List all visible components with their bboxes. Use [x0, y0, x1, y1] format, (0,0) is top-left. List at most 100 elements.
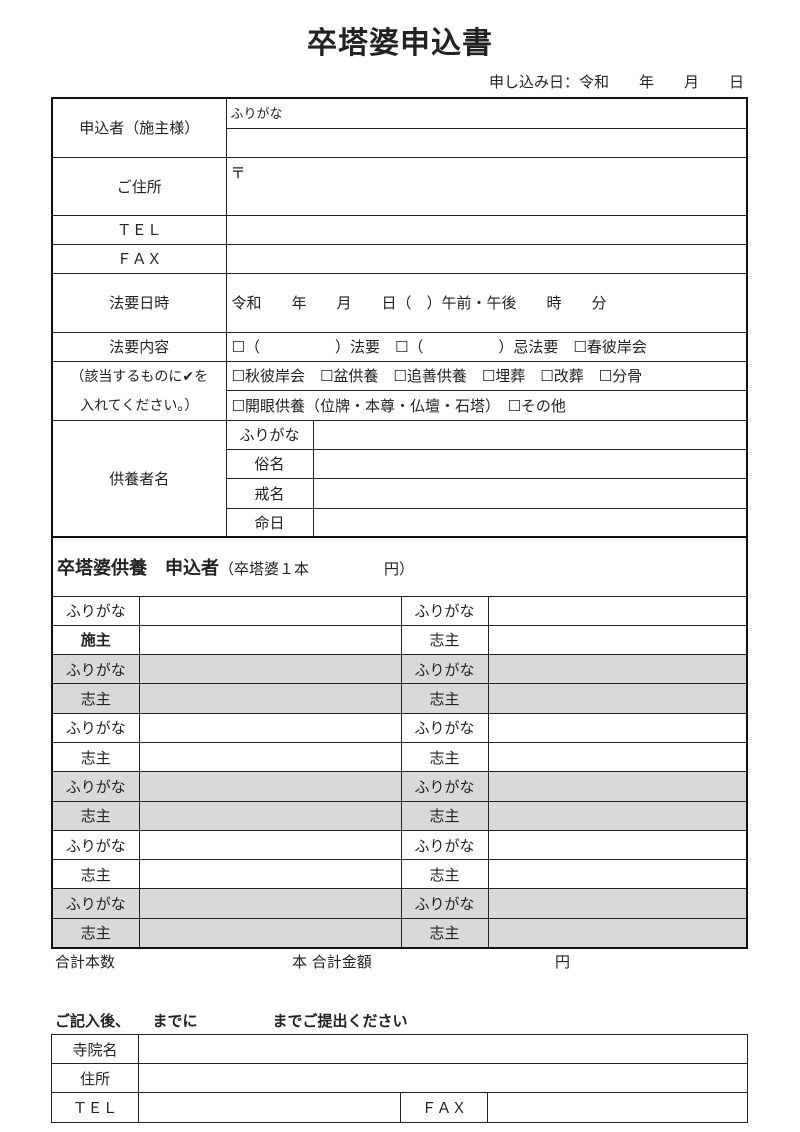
sotoba-left-label: ふりがな [51, 771, 140, 802]
applicant-name-field[interactable] [225, 127, 748, 158]
temple-fax-label: ＦＡＸ [400, 1092, 488, 1123]
sotoba-left-field[interactable] [138, 800, 402, 831]
sotoba-left-field[interactable] [138, 624, 402, 656]
sotoba-left-label: ふりがな [51, 829, 140, 861]
service-datetime-field[interactable]: 令和 年 月 日（ ）午前・午後 時 分 [225, 272, 748, 333]
temple-table: 寺院名 住所 ＴＥＬ ＦＡＸ [51, 1034, 748, 1123]
sotoba-right-label: ふりがな [400, 829, 489, 861]
sotoba-left-field[interactable] [138, 741, 402, 773]
address-field[interactable]: 〒 [225, 156, 748, 216]
sotoba-right-label: ふりがな [400, 771, 489, 802]
service-content-label: 法要内容 [51, 331, 227, 362]
service-content-note: （該当するものに✔を [51, 361, 227, 390]
secular-name-label: 俗名 [225, 448, 314, 479]
sotoba-price: （卒塔婆１本 円） [219, 559, 415, 578]
sotoba-left-label: 志主 [51, 741, 140, 773]
sotoba-row: 志主 志主 [51, 683, 748, 714]
sotoba-row: ふりがな ふりがな [51, 829, 748, 861]
sotoba-left-label: ふりがな [51, 888, 140, 919]
sotoba-right-field[interactable] [487, 888, 748, 919]
sotoba-table: 卒塔婆供養 申込者（卒塔婆１本 円） ふりがな ふりがな 施主 志主 ふりがな ふりがな志… [51, 536, 748, 949]
sotoba-right-label: 志主 [400, 741, 489, 773]
sotoba-row: ふりがな ふりがな [51, 771, 748, 802]
sotoba-left-label: 施主 [51, 624, 140, 656]
temple-tel-field[interactable] [138, 1092, 401, 1123]
sotoba-row: ふりがな ふりがな [51, 888, 748, 919]
sotoba-header: 卒塔婆供養 申込者（卒塔婆１本 円） [51, 536, 748, 597]
sotoba-row: 施主 志主 [51, 624, 748, 656]
deceased-furigana-label: ふりがな [225, 419, 314, 450]
sotoba-right-label: ふりがな [400, 888, 489, 919]
applicant-table: 申込者（施主様） ふりがな ご住所〒 ＴＥＬ ＦＡＸ 法要日時 令和 年 月 日（ … [51, 97, 748, 538]
sotoba-left-field[interactable] [138, 888, 402, 919]
page-title: 卒塔婆申込書 [307, 26, 493, 61]
service-option-row[interactable]: ☐秋彼岸会 ☐盆供養 ☐追善供養 ☐埋葬 ☐改葬 ☐分骨 [225, 360, 748, 391]
total-amount-label: 本 合計金額 [292, 953, 372, 971]
fax-field[interactable] [225, 243, 748, 274]
service-datetime-label: 法要日時 [51, 272, 227, 333]
sotoba-row: 志主 志主 [51, 917, 748, 949]
sotoba-right-label: 志主 [400, 800, 489, 831]
sotoba-right-field[interactable] [487, 771, 748, 802]
sotoba-right-label: 志主 [400, 624, 489, 656]
sotoba-right-field[interactable] [487, 917, 748, 949]
sotoba-left-field[interactable] [138, 683, 402, 714]
sotoba-right-field[interactable] [487, 859, 748, 890]
sotoba-right-label: ふりがな [400, 654, 489, 685]
sotoba-right-field[interactable] [487, 829, 748, 861]
sotoba-left-label: 志主 [51, 859, 140, 890]
sotoba-right-field[interactable] [487, 712, 748, 743]
fax-label: ＦＡＸ [51, 243, 227, 274]
temple-name-field[interactable] [138, 1034, 748, 1064]
tel-field[interactable] [225, 214, 748, 245]
sotoba-right-field[interactable] [487, 683, 748, 714]
deadline-note: ご記入後、 までに までご提出ください [55, 1012, 408, 1030]
sotoba-left-label: ふりがな [51, 654, 140, 685]
sotoba-left-field[interactable] [138, 829, 402, 861]
sotoba-right-label: ふりがな [400, 595, 489, 626]
posthumous-name-label: 戒名 [225, 477, 314, 509]
service-option-row[interactable]: ☐（ ）法要 ☐（ ）忌法要 ☐春彼岸会 [225, 331, 748, 362]
sotoba-row: ふりがな ふりがな [51, 654, 748, 685]
sotoba-left-field[interactable] [138, 859, 402, 890]
sotoba-left-label: 志主 [51, 683, 140, 714]
sotoba-left-field[interactable] [138, 712, 402, 743]
sotoba-right-label: 志主 [400, 683, 489, 714]
sotoba-left-label: 志主 [51, 800, 140, 831]
sotoba-title: 卒塔婆供養 申込者 [57, 557, 219, 579]
sotoba-row: ふりがな ふりがな [51, 595, 748, 626]
sotoba-row: 志主 志主 [51, 800, 748, 831]
deceased-label: 供養者名 [51, 419, 227, 538]
sotoba-left-field[interactable] [138, 917, 402, 949]
sotoba-right-label: ふりがな [400, 712, 489, 743]
yen-label: 円 [555, 953, 571, 971]
sotoba-right-field[interactable] [487, 624, 748, 656]
address-label: ご住所 [51, 156, 227, 216]
sotoba-right-field[interactable] [487, 800, 748, 831]
sotoba-right-label: 志主 [400, 859, 489, 890]
sotoba-left-label: ふりがな [51, 595, 140, 626]
temple-name-label: 寺院名 [51, 1034, 139, 1064]
temple-address-label: 住所 [51, 1063, 139, 1093]
temple-address-field[interactable] [138, 1063, 748, 1093]
sotoba-right-field[interactable] [487, 595, 748, 626]
applicant-furigana-field[interactable]: ふりがな [225, 97, 748, 129]
application-date: 申し込み日：令和 年 月 日 [488, 73, 744, 91]
death-date-field[interactable] [312, 507, 748, 538]
death-date-label: 命日 [225, 507, 314, 538]
temple-fax-field[interactable] [487, 1092, 748, 1123]
sotoba-row: 志主 志主 [51, 741, 748, 773]
sotoba-right-field[interactable] [487, 654, 748, 685]
tel-label: ＴＥＬ [51, 214, 227, 245]
sotoba-left-field[interactable] [138, 771, 402, 802]
sotoba-right-field[interactable] [487, 741, 748, 773]
service-option-row[interactable]: ☐開眼供養（位牌・本尊・仏壇・石塔） ☐その他 [225, 389, 748, 421]
sotoba-left-field[interactable] [138, 654, 402, 685]
service-content-note: 入れてください。） [51, 390, 227, 421]
sotoba-left-field[interactable] [138, 595, 402, 626]
posthumous-name-field[interactable] [312, 477, 748, 509]
deceased-furigana-field[interactable] [312, 419, 748, 450]
total-count-label: 合計本数 [55, 953, 116, 971]
sotoba-row: 志主 志主 [51, 859, 748, 890]
secular-name-field[interactable] [312, 448, 748, 479]
